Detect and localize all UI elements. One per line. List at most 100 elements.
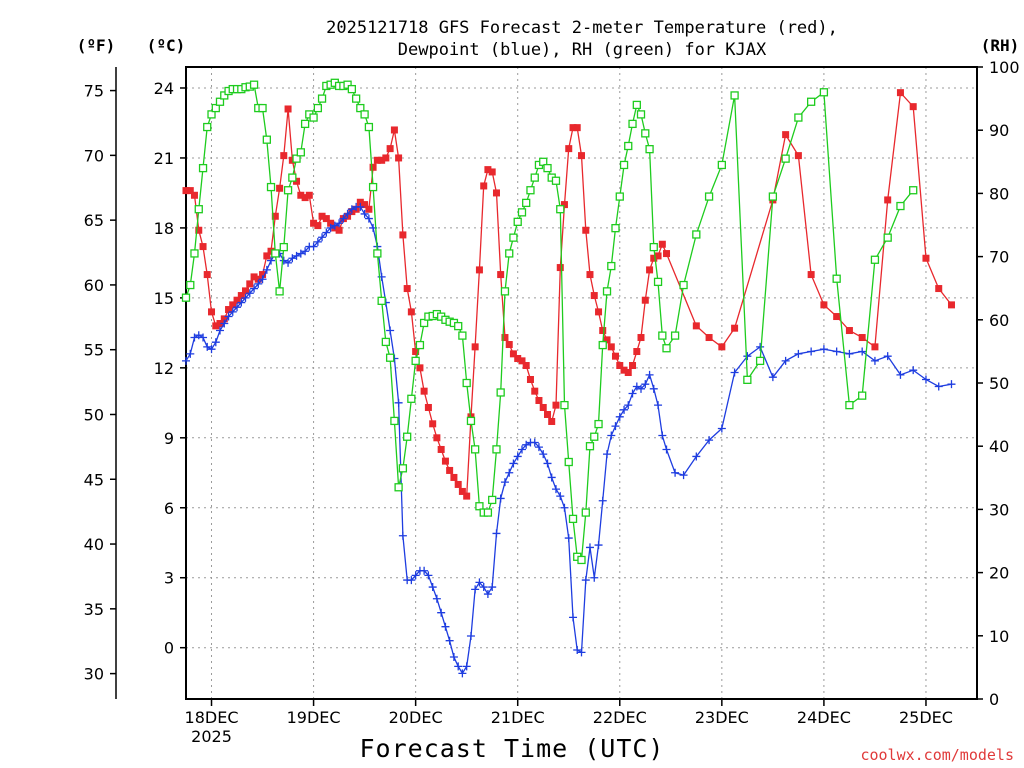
x-tick-sublabel: 2025: [191, 727, 232, 746]
temperature-point: [560, 201, 568, 209]
relative-humidity-point: [819, 88, 829, 97]
dewpoint-point: [301, 247, 310, 256]
temperature-point: [488, 168, 496, 176]
dewpoint-point: [611, 422, 620, 431]
dewpoint-point: [475, 578, 484, 587]
temperature-point: [212, 322, 220, 330]
temperature-point: [497, 271, 505, 279]
relative-humidity-point: [347, 84, 357, 94]
temperature-point: [441, 457, 449, 465]
dewpoint-point: [233, 303, 242, 312]
relative-humidity-point: [662, 344, 671, 353]
relative-humidity-point: [262, 135, 271, 144]
temperature-point: [909, 103, 917, 111]
dewpoint-point: [658, 431, 667, 440]
dewpoint-point: [624, 401, 633, 410]
temperature-point: [267, 247, 275, 255]
temperature-point: [412, 348, 420, 356]
dewpoint-point: [500, 478, 509, 487]
dewpoint-point: [454, 662, 463, 671]
temperature-point: [582, 226, 590, 234]
relative-humidity-point: [258, 103, 267, 113]
temperature-point: [301, 194, 309, 202]
y-tick-label-celsius: 15: [154, 289, 174, 308]
relative-humidity-point: [275, 287, 284, 296]
x-tick-label: 22DEC: [593, 708, 647, 727]
dewpoint-point: [254, 279, 263, 288]
temperature-point: [586, 271, 594, 279]
temperature-point: [369, 163, 377, 171]
relative-humidity-point: [717, 160, 726, 170]
temperature-point: [692, 322, 700, 330]
dewpoint-point: [637, 384, 646, 393]
relative-humidity-point: [207, 110, 216, 119]
dewpoint-point: [309, 242, 318, 251]
relative-humidity-point: [845, 400, 854, 410]
temperature-point: [807, 271, 815, 279]
temperature-point: [195, 226, 203, 234]
y-tick-label-fahrenheit: 70: [84, 146, 104, 165]
temperature-point: [641, 296, 649, 304]
dewpoint-point: [322, 228, 331, 237]
dewpoint-point: [598, 496, 607, 505]
credit-link[interactable]: coolwx.com/models: [860, 746, 1014, 764]
dewpoint-point: [539, 450, 548, 459]
temperature-point: [403, 285, 411, 293]
dewpoint-point: [845, 349, 854, 358]
temperature-point: [386, 145, 394, 153]
dewpoint-point: [471, 585, 480, 594]
x-tick-label: 18DEC: [185, 708, 239, 727]
temperature-point: [216, 320, 224, 328]
dewpoint-point: [182, 356, 190, 365]
dewpoint-point: [564, 534, 573, 543]
temperature-point: [242, 287, 250, 295]
temperature-point: [858, 334, 866, 342]
temperature-point: [259, 271, 267, 279]
dewpoint-point: [492, 529, 501, 538]
y-tick-label-fahrenheit: 50: [84, 405, 104, 424]
dewpoint-point: [347, 205, 356, 214]
dewpoint-point: [364, 214, 373, 223]
relative-humidity-point: [390, 416, 399, 426]
dewpoint-point: [577, 648, 586, 657]
relative-humidity-point: [581, 508, 590, 517]
temperature-point: [616, 362, 624, 370]
temperature-point: [922, 254, 930, 262]
dewpoint-point: [356, 202, 365, 211]
relative-humidity-point: [568, 514, 578, 524]
dewpoint-point: [517, 445, 526, 454]
temperature-point: [833, 313, 841, 321]
temperature-point: [556, 264, 564, 272]
chart-title-line2: Dewpoint (blue), RH (green) for KJAX: [398, 40, 767, 60]
temperature-point: [203, 271, 211, 279]
temperature-point: [378, 156, 386, 164]
x-tick-label: 23DEC: [695, 708, 749, 727]
temperature-point: [454, 480, 462, 488]
temperature-point: [429, 420, 437, 428]
temperature-point: [297, 191, 305, 199]
y-tick-label-fahrenheit: 60: [84, 276, 104, 295]
dewpoint-point: [909, 366, 918, 375]
temperature-point: [531, 387, 539, 395]
relative-humidity-point: [522, 198, 531, 208]
temperature-point: [314, 222, 322, 230]
temperature-point: [246, 280, 254, 288]
dewpoint-point: [781, 356, 790, 365]
relative-humidity-point: [594, 419, 603, 429]
temperature-point: [650, 254, 658, 262]
dewpoint-point: [318, 233, 327, 242]
temperature-point: [492, 189, 500, 197]
relative-humidity-point: [415, 340, 425, 350]
temperature-point: [603, 336, 611, 344]
dewpoint-point: [671, 468, 680, 477]
relative-humidity-point: [781, 154, 790, 163]
temperature-point: [407, 308, 415, 316]
dewpoint-point: [488, 583, 497, 592]
relative-humidity-point: [564, 457, 573, 467]
y-tick-label-celsius: 0: [164, 639, 174, 658]
dewpoint-point: [896, 370, 905, 379]
relative-humidity-point: [266, 182, 276, 192]
relative-humidity-point: [560, 400, 569, 410]
dewpoint-point: [394, 398, 403, 407]
